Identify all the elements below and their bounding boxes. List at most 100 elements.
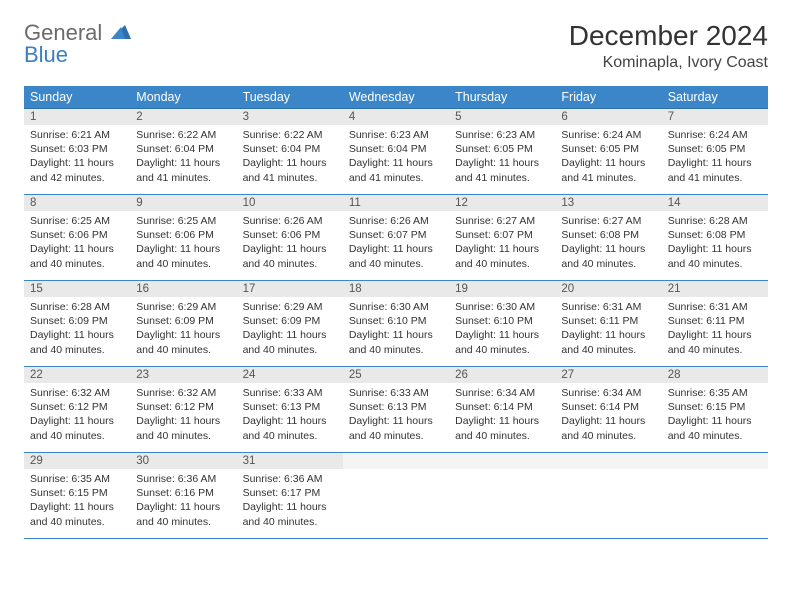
day-cell: 30Sunrise: 6:36 AMSunset: 6:16 PMDayligh… (130, 453, 236, 539)
day-cell: 29Sunrise: 6:35 AMSunset: 6:15 PMDayligh… (24, 453, 130, 539)
day-number: 26 (449, 367, 555, 383)
day-content: Sunrise: 6:30 AMSunset: 6:10 PMDaylight:… (449, 297, 555, 361)
daylight-line: Daylight: 11 hours and 40 minutes. (561, 414, 655, 442)
day-header: Friday (555, 86, 661, 109)
sunset-line: Sunset: 6:06 PM (243, 228, 337, 242)
day-content: Sunrise: 6:32 AMSunset: 6:12 PMDaylight:… (130, 383, 236, 447)
day-content: Sunrise: 6:33 AMSunset: 6:13 PMDaylight:… (237, 383, 343, 447)
day-header: Thursday (449, 86, 555, 109)
sunrise-line: Sunrise: 6:32 AM (30, 386, 124, 400)
day-number: 18 (343, 281, 449, 297)
logo-word-blue: Blue (24, 42, 68, 67)
daylight-line: Daylight: 11 hours and 40 minutes. (243, 414, 337, 442)
daylight-line: Daylight: 11 hours and 41 minutes. (455, 156, 549, 184)
week-row: 22Sunrise: 6:32 AMSunset: 6:12 PMDayligh… (24, 367, 768, 453)
daylight-line: Daylight: 11 hours and 40 minutes. (455, 242, 549, 270)
sunrise-line: Sunrise: 6:25 AM (30, 214, 124, 228)
sunset-line: Sunset: 6:04 PM (243, 142, 337, 156)
sunset-line: Sunset: 6:09 PM (243, 314, 337, 328)
day-cell: 7Sunrise: 6:24 AMSunset: 6:05 PMDaylight… (662, 109, 768, 195)
sunrise-line: Sunrise: 6:29 AM (136, 300, 230, 314)
empty-daynum (449, 453, 555, 469)
week-row: 8Sunrise: 6:25 AMSunset: 6:06 PMDaylight… (24, 195, 768, 281)
day-number: 15 (24, 281, 130, 297)
day-cell: 28Sunrise: 6:35 AMSunset: 6:15 PMDayligh… (662, 367, 768, 453)
day-number: 20 (555, 281, 661, 297)
day-content: Sunrise: 6:22 AMSunset: 6:04 PMDaylight:… (130, 125, 236, 189)
empty-cell (555, 453, 661, 539)
calendar-table: SundayMondayTuesdayWednesdayThursdayFrid… (24, 86, 768, 539)
daylight-line: Daylight: 11 hours and 40 minutes. (136, 242, 230, 270)
sunset-line: Sunset: 6:03 PM (30, 142, 124, 156)
day-content: Sunrise: 6:23 AMSunset: 6:04 PMDaylight:… (343, 125, 449, 189)
day-content: Sunrise: 6:35 AMSunset: 6:15 PMDaylight:… (24, 469, 130, 533)
day-cell: 9Sunrise: 6:25 AMSunset: 6:06 PMDaylight… (130, 195, 236, 281)
day-number: 30 (130, 453, 236, 469)
daylight-line: Daylight: 11 hours and 40 minutes. (30, 500, 124, 528)
month-title: December 2024 (569, 20, 768, 52)
day-content: Sunrise: 6:29 AMSunset: 6:09 PMDaylight:… (130, 297, 236, 361)
sunrise-line: Sunrise: 6:36 AM (243, 472, 337, 486)
day-number: 28 (662, 367, 768, 383)
day-content: Sunrise: 6:29 AMSunset: 6:09 PMDaylight:… (237, 297, 343, 361)
empty-daynum (555, 453, 661, 469)
day-cell: 27Sunrise: 6:34 AMSunset: 6:14 PMDayligh… (555, 367, 661, 453)
day-number: 17 (237, 281, 343, 297)
day-cell: 22Sunrise: 6:32 AMSunset: 6:12 PMDayligh… (24, 367, 130, 453)
day-cell: 8Sunrise: 6:25 AMSunset: 6:06 PMDaylight… (24, 195, 130, 281)
day-number: 4 (343, 109, 449, 125)
sunset-line: Sunset: 6:13 PM (243, 400, 337, 414)
sunset-line: Sunset: 6:04 PM (136, 142, 230, 156)
sunrise-line: Sunrise: 6:21 AM (30, 128, 124, 142)
day-number: 12 (449, 195, 555, 211)
sunset-line: Sunset: 6:11 PM (668, 314, 762, 328)
day-content: Sunrise: 6:21 AMSunset: 6:03 PMDaylight:… (24, 125, 130, 189)
sunrise-line: Sunrise: 6:28 AM (668, 214, 762, 228)
day-cell: 13Sunrise: 6:27 AMSunset: 6:08 PMDayligh… (555, 195, 661, 281)
day-number: 31 (237, 453, 343, 469)
day-cell: 18Sunrise: 6:30 AMSunset: 6:10 PMDayligh… (343, 281, 449, 367)
day-cell: 12Sunrise: 6:27 AMSunset: 6:07 PMDayligh… (449, 195, 555, 281)
day-cell: 5Sunrise: 6:23 AMSunset: 6:05 PMDaylight… (449, 109, 555, 195)
sunset-line: Sunset: 6:10 PM (349, 314, 443, 328)
empty-cell (662, 453, 768, 539)
sunrise-line: Sunrise: 6:35 AM (30, 472, 124, 486)
daylight-line: Daylight: 11 hours and 40 minutes. (243, 500, 337, 528)
day-number: 16 (130, 281, 236, 297)
day-cell: 23Sunrise: 6:32 AMSunset: 6:12 PMDayligh… (130, 367, 236, 453)
sunrise-line: Sunrise: 6:27 AM (561, 214, 655, 228)
daylight-line: Daylight: 11 hours and 40 minutes. (136, 328, 230, 356)
day-cell: 17Sunrise: 6:29 AMSunset: 6:09 PMDayligh… (237, 281, 343, 367)
sunset-line: Sunset: 6:08 PM (561, 228, 655, 242)
day-number: 5 (449, 109, 555, 125)
day-content: Sunrise: 6:28 AMSunset: 6:09 PMDaylight:… (24, 297, 130, 361)
day-cell: 26Sunrise: 6:34 AMSunset: 6:14 PMDayligh… (449, 367, 555, 453)
sunrise-line: Sunrise: 6:34 AM (455, 386, 549, 400)
sunset-line: Sunset: 6:09 PM (136, 314, 230, 328)
header: General Blue December 2024 Kominapla, Iv… (24, 20, 768, 72)
sunset-line: Sunset: 6:09 PM (30, 314, 124, 328)
sunrise-line: Sunrise: 6:30 AM (349, 300, 443, 314)
day-content: Sunrise: 6:35 AMSunset: 6:15 PMDaylight:… (662, 383, 768, 447)
sunset-line: Sunset: 6:04 PM (349, 142, 443, 156)
sunrise-line: Sunrise: 6:36 AM (136, 472, 230, 486)
day-cell: 14Sunrise: 6:28 AMSunset: 6:08 PMDayligh… (662, 195, 768, 281)
sunset-line: Sunset: 6:15 PM (668, 400, 762, 414)
day-number: 14 (662, 195, 768, 211)
daylight-line: Daylight: 11 hours and 41 minutes. (561, 156, 655, 184)
sunrise-line: Sunrise: 6:29 AM (243, 300, 337, 314)
day-number: 24 (237, 367, 343, 383)
sunset-line: Sunset: 6:17 PM (243, 486, 337, 500)
day-header-row: SundayMondayTuesdayWednesdayThursdayFrid… (24, 86, 768, 109)
day-content: Sunrise: 6:24 AMSunset: 6:05 PMDaylight:… (555, 125, 661, 189)
day-content: Sunrise: 6:36 AMSunset: 6:16 PMDaylight:… (130, 469, 236, 533)
sunset-line: Sunset: 6:14 PM (455, 400, 549, 414)
logo-text: General Blue (24, 22, 133, 66)
day-cell: 11Sunrise: 6:26 AMSunset: 6:07 PMDayligh… (343, 195, 449, 281)
day-number: 21 (662, 281, 768, 297)
empty-daynum (662, 453, 768, 469)
day-cell: 15Sunrise: 6:28 AMSunset: 6:09 PMDayligh… (24, 281, 130, 367)
sunrise-line: Sunrise: 6:30 AM (455, 300, 549, 314)
sunrise-line: Sunrise: 6:26 AM (349, 214, 443, 228)
day-content: Sunrise: 6:27 AMSunset: 6:07 PMDaylight:… (449, 211, 555, 275)
